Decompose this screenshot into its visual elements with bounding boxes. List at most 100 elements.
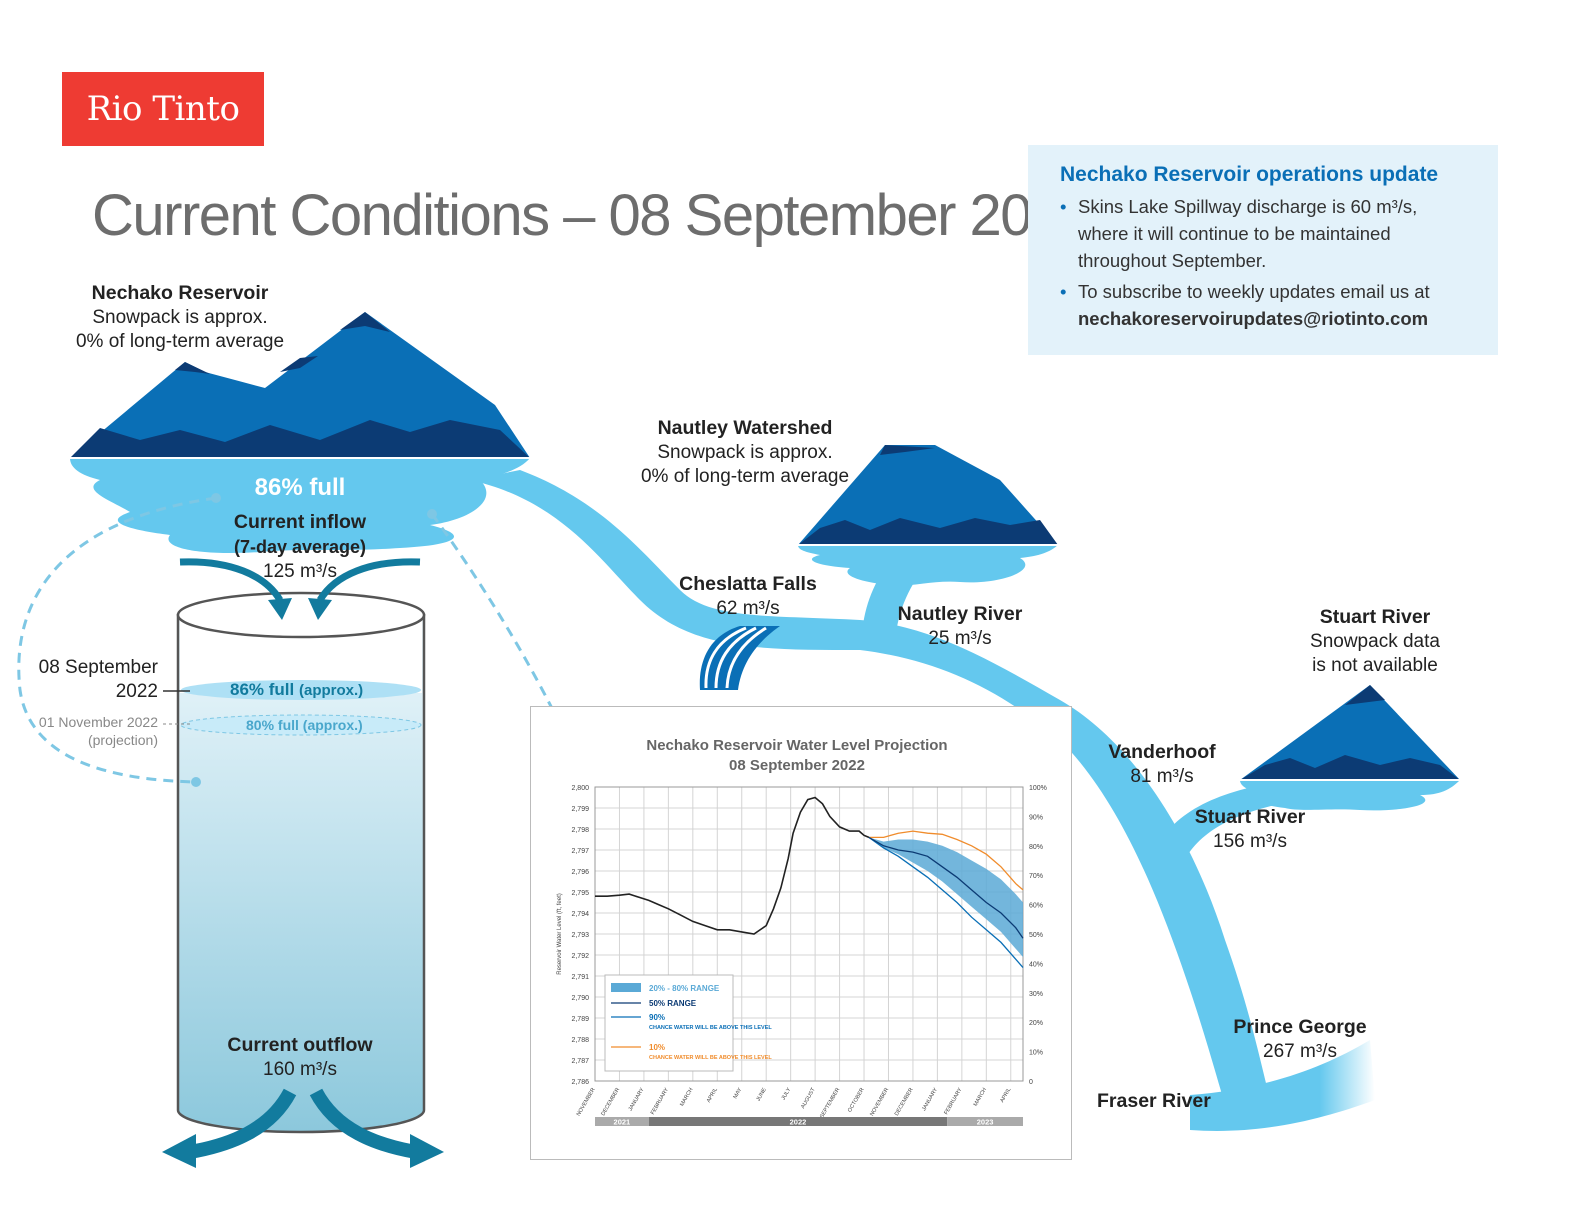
legend-label: 90%	[649, 1013, 665, 1022]
current-inflow-label: Current inflow (7-day average) 125 m³/s	[233, 511, 367, 582]
y-tick-label: 2,793	[571, 932, 589, 939]
year-band	[648, 1117, 948, 1126]
y-tick-label: 2,799	[571, 806, 589, 813]
projection-level-text: 80% full (approx.)	[246, 717, 363, 733]
legend-label: 50% RANGE	[649, 999, 697, 1008]
x-tick-label: MARCH	[973, 1087, 988, 1107]
x-tick-label: DECEMBER	[600, 1087, 621, 1117]
cheslatta-falls-icon	[699, 626, 780, 690]
y2-tick-label: 80%	[1029, 844, 1043, 851]
y-tick-label: 2,786	[571, 1079, 589, 1086]
legend-swatch-band	[611, 983, 641, 992]
y-tick-label: 2,791	[571, 974, 589, 981]
stuart-river-label: Stuart River 156 m³/s	[1194, 806, 1306, 852]
subscribe-email-link[interactable]: nechakoreservoirupdates@riotinto.com	[1078, 308, 1429, 329]
y2-tick-label: 20%	[1029, 1020, 1043, 1027]
fraser-river	[1190, 1040, 1375, 1131]
legend-note: CHANCE WATER WILL BE ABOVE THIS LEVEL	[649, 1055, 772, 1061]
y-tick-label: 2,800	[571, 785, 589, 792]
chart-subtitle: 08 September 2022	[729, 757, 865, 774]
historical-line	[595, 796, 870, 935]
nautley-watershed-label: Nautley Watershed Snowpack is approx. 0%…	[640, 417, 850, 487]
stuart-river-watershed-label: Stuart River Snowpack data is not availa…	[1310, 606, 1440, 676]
y-tick-label: 2,797	[571, 848, 589, 855]
p90-line	[868, 836, 1024, 969]
y-axis-label: Reservoir Water Level (ft, feet)	[557, 893, 563, 974]
cheslatta-falls-label: Cheslatta Falls 62 m³/s	[679, 573, 817, 619]
y-tick-label: 2,794	[571, 911, 589, 918]
y-tick-label: 2,787	[571, 1058, 589, 1065]
update-heading: Nechako Reservoir operations update	[1060, 163, 1439, 186]
legend-label: 10%	[649, 1043, 665, 1052]
x-tick-label: APRIL	[706, 1087, 719, 1104]
inflow-arrow-left	[179, 558, 283, 602]
page-title: Current Conditions – 08 September 2022	[92, 183, 1094, 248]
year-band-label: 2023	[977, 1118, 994, 1127]
current-outflow-label: Current outflow 160 m³/s	[227, 1034, 373, 1080]
chart-title: Nechako Reservoir Water Level Projection	[646, 737, 947, 754]
range-20-80-band	[868, 837, 1023, 958]
nechako-mountains	[70, 312, 530, 458]
y-tick-label: 2,795	[571, 890, 589, 897]
x-tick-label: FEBRUARY	[943, 1087, 963, 1116]
nechako-mountain-shadow	[70, 420, 530, 458]
x-tick-label: JULY	[781, 1087, 793, 1102]
nechako-reservoir-label: Nechako Reservoir Snowpack is approx. 0%…	[75, 282, 285, 352]
nechako-river	[470, 470, 1275, 1120]
nechako-lake	[70, 458, 530, 554]
nautley-river-label: Nautley River 25 m³/s	[897, 603, 1023, 649]
y2-tick-label: 70%	[1029, 873, 1043, 880]
year-band-label: 2021	[614, 1118, 631, 1127]
y-tick-label: 2,789	[571, 1016, 589, 1023]
inflow-arrow-right	[317, 558, 421, 602]
y2-tick-label: 100%	[1029, 785, 1047, 792]
update-bullet-subscribe: To subscribe to weekly updates email us …	[1060, 278, 1478, 332]
operations-update-panel: Nechako Reservoir operations update Skin…	[1028, 145, 1498, 355]
outflow-arrow-right	[309, 1088, 418, 1159]
reservoir-tank	[176, 591, 426, 1134]
y-tick-label: 2,798	[571, 827, 589, 834]
rio-tinto-logo: Rio Tinto	[62, 72, 264, 146]
x-tick-label: FEBRUARY	[650, 1087, 670, 1116]
nautley-lake	[798, 545, 1058, 586]
stuart-mountain	[1240, 685, 1460, 780]
y-tick-label: 2,790	[571, 995, 589, 1002]
p10-line	[868, 830, 1024, 891]
x-tick-label: JUNE	[756, 1087, 769, 1103]
y2-tick-label: 50%	[1029, 932, 1043, 939]
outflow-arrow-left	[188, 1088, 297, 1159]
y2-tick-label: 10%	[1029, 1050, 1043, 1057]
projection-level-date: 01 November 2022 (projection)	[38, 714, 158, 748]
x-tick-label: MARCH	[679, 1087, 694, 1107]
fraser-river-label: Fraser River	[1097, 1090, 1211, 1112]
vanderhoof-label: Vanderhoof 81 m³/s	[1108, 741, 1216, 787]
x-tick-label: NOVEMBER	[869, 1087, 890, 1117]
current-level-date: 08 September 2022	[38, 657, 158, 702]
y-tick-label: 2,796	[571, 869, 589, 876]
y2-tick-label: 90%	[1029, 814, 1043, 821]
legend-note: CHANCE WATER WILL BE ABOVE THIS LEVEL	[649, 1025, 772, 1031]
year-band	[947, 1117, 1023, 1126]
x-tick-label: APRIL	[999, 1087, 1012, 1104]
y2-tick-label: 30%	[1029, 991, 1043, 998]
year-band-label: 2022	[790, 1118, 807, 1127]
nautley-mountain	[798, 445, 1058, 545]
x-tick-label: AUGUST	[800, 1086, 817, 1109]
water-level-chart: Nechako Reservoir Water Level Projection…	[530, 706, 1072, 1160]
x-tick-label: DECEMBER	[894, 1087, 915, 1117]
y-tick-label: 2,792	[571, 953, 589, 960]
x-tick-label: NOVEMBER	[576, 1087, 597, 1117]
x-tick-label: SEPTEMBER	[819, 1087, 841, 1119]
y2-tick-label: 40%	[1029, 961, 1043, 968]
year-band	[595, 1117, 649, 1126]
legend-label: 20% - 80% RANGE	[649, 984, 720, 993]
p50-line	[868, 836, 1024, 939]
current-level-text: 86% full (approx.)	[230, 680, 364, 699]
x-tick-label: MAY	[733, 1087, 744, 1100]
water-level-chart-svg: Nechako Reservoir Water Level Projection…	[557, 737, 1047, 1127]
x-tick-label: JANUARY	[628, 1087, 646, 1112]
stuart-lake	[1240, 780, 1460, 811]
y-tick-label: 2,788	[571, 1037, 589, 1044]
prince-george-label: Prince George 267 m³/s	[1233, 1016, 1367, 1062]
